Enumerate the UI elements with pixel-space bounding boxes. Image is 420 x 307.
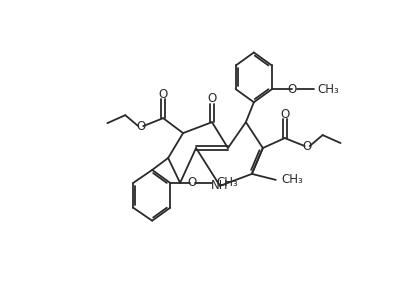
Text: O: O <box>302 140 311 153</box>
Text: O: O <box>207 92 217 105</box>
Text: O: O <box>287 83 297 96</box>
Text: O: O <box>158 88 168 101</box>
Text: O: O <box>280 108 289 121</box>
Text: CH₃: CH₃ <box>216 176 238 189</box>
Text: O: O <box>136 120 146 133</box>
Text: CH₃: CH₃ <box>282 173 304 186</box>
Text: O: O <box>187 176 197 189</box>
Text: NH: NH <box>211 179 229 192</box>
Text: CH₃: CH₃ <box>318 83 339 96</box>
